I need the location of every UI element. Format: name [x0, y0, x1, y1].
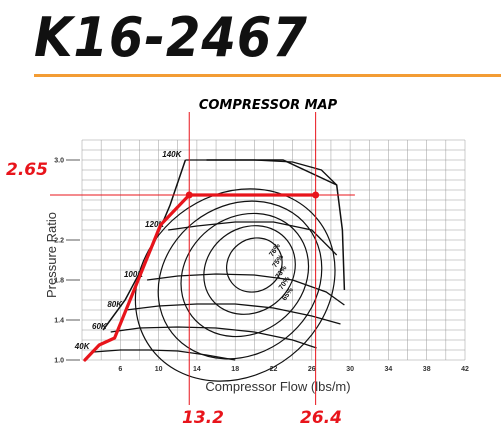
- speed-line-label: 60K: [92, 322, 108, 331]
- efficiency-island: [203, 225, 296, 315]
- flow-high-annotation: 26.4: [300, 408, 342, 428]
- efficiency-island: [180, 212, 310, 338]
- x-tick-label: 42: [461, 366, 469, 373]
- speed-line: [110, 326, 317, 349]
- operating-point-low: [185, 191, 193, 199]
- operating-point-high: [312, 191, 320, 199]
- speed-line-label: 140K: [162, 150, 182, 159]
- speed-line: [185, 159, 338, 186]
- choke-line: [206, 159, 346, 291]
- x-tick-label: 26: [308, 366, 316, 373]
- chart-title: COMPRESSOR MAP: [199, 98, 338, 113]
- model-title: K16-2467: [34, 6, 308, 69]
- speed-line-label: 120K: [145, 220, 165, 229]
- x-tick-label: 18: [231, 366, 239, 373]
- y-tick-label: 2.2: [54, 238, 64, 245]
- y-tick-label: 1.4: [54, 318, 64, 325]
- x-tick-label: 14: [193, 366, 201, 373]
- x-tick-label: 30: [346, 366, 354, 373]
- x-tick-label: 22: [270, 366, 278, 373]
- x-axis-label: Compressor Flow (lbs/m): [205, 379, 350, 394]
- speed-line-label: 100K: [124, 270, 144, 279]
- y-tick-label: 1.8: [54, 278, 64, 285]
- speed-line: [147, 273, 345, 306]
- efficiency-island: [226, 237, 283, 293]
- pressure-ratio-annotation: 2.65: [6, 160, 48, 180]
- speed-line: [125, 303, 341, 325]
- header-rule: [34, 74, 501, 77]
- x-tick-label: 34: [385, 366, 393, 373]
- speed-line-label: 40K: [74, 342, 91, 351]
- speed-line: [93, 349, 236, 361]
- y-tick-label: 3.0: [54, 158, 64, 165]
- y-tick-label: 1.0: [54, 358, 64, 365]
- x-tick-label: 38: [423, 366, 431, 373]
- x-tick-label: 10: [155, 366, 163, 373]
- y-axis-label: Pressure Ratio: [44, 212, 59, 298]
- x-tick-label: 6: [118, 366, 122, 373]
- flow-low-annotation: 13.2: [182, 408, 224, 428]
- speed-line-label: 80K: [107, 300, 123, 309]
